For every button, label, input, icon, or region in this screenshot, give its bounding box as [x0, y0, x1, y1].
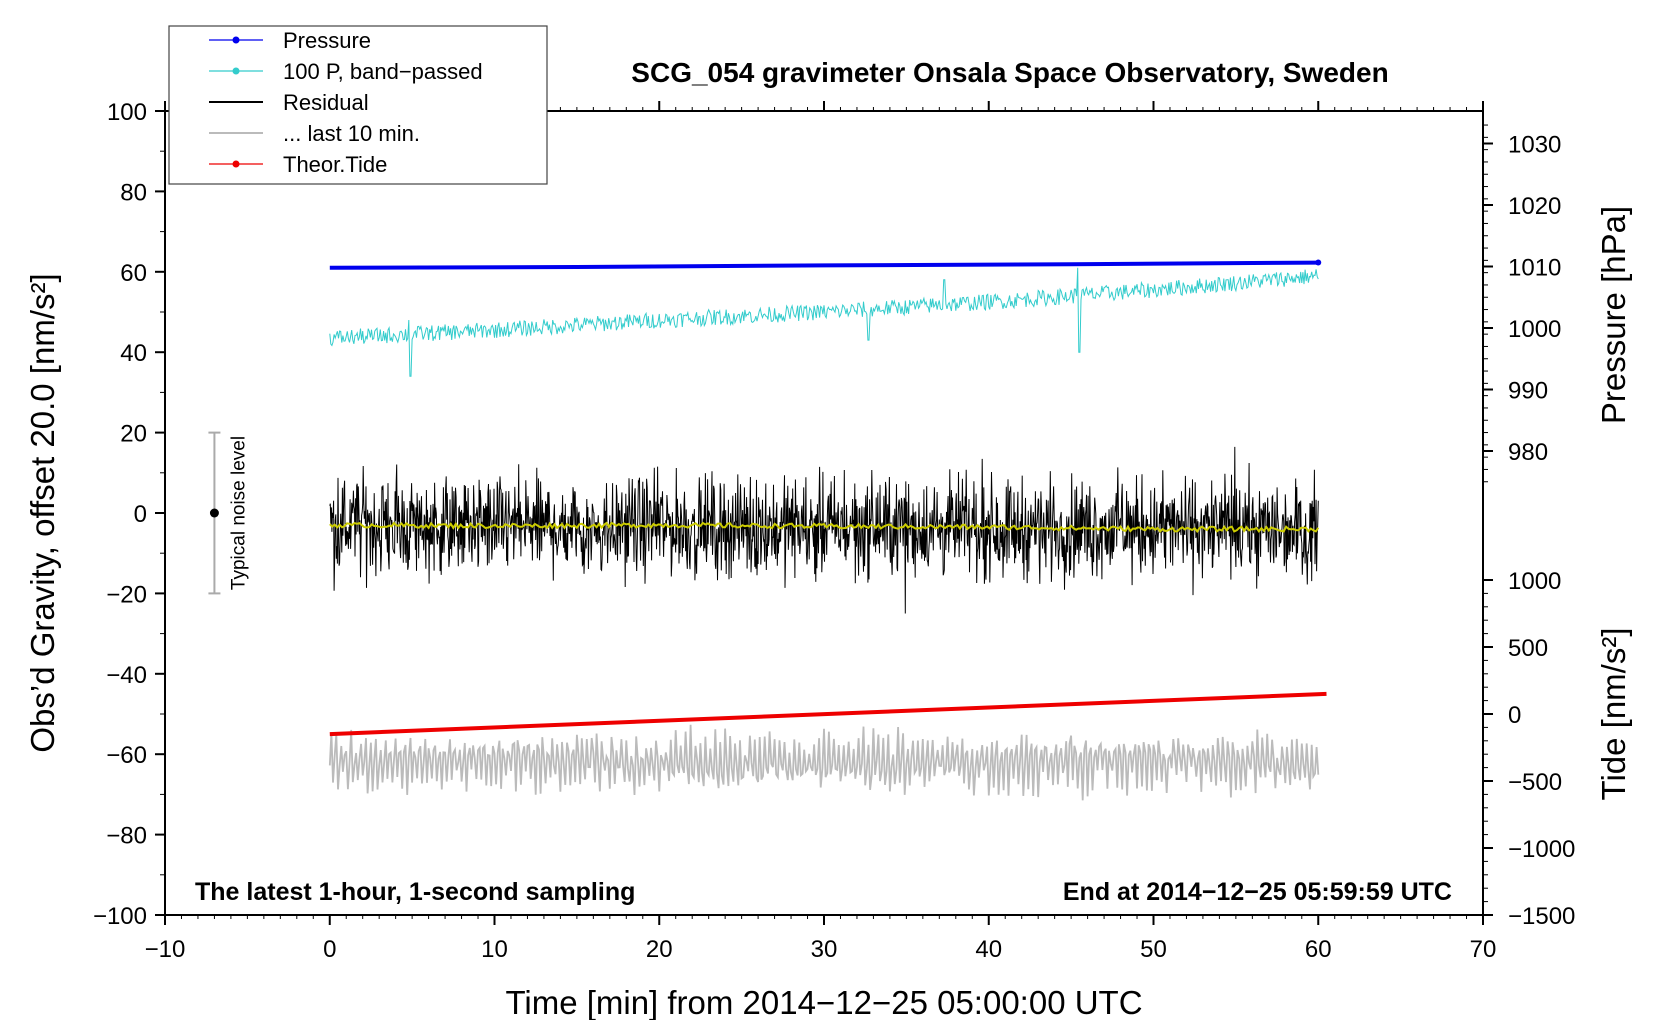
y-tick-label: −20	[106, 581, 147, 608]
subtitle-left: The latest 1-hour, 1-second sampling	[195, 878, 635, 906]
series-residual-smoothed	[329, 521, 1320, 534]
y-axis-title: Obs’d Gravity, offset 20.0 [nm/s²]	[24, 273, 61, 752]
legend-label: Pressure	[283, 28, 371, 53]
noise-bar: Typical noise level	[208, 431, 249, 595]
noise-bar-label: Typical noise level	[228, 436, 249, 590]
y-tick-label: 20	[120, 421, 147, 448]
pressure-tick-label: 980	[1508, 439, 1548, 466]
y-axis-pressure: 980 990 1000 1010 1020 1030	[1483, 124, 1561, 483]
y-tick-label: −40	[106, 662, 147, 689]
legend: Pressure 100 P, band−passed Residual ... la…	[168, 25, 548, 185]
y-tick-label: 60	[120, 260, 147, 287]
y-tick-label: 40	[120, 340, 147, 367]
x-tick-label: −10	[145, 936, 186, 963]
legend-marker	[232, 36, 240, 44]
pressure-tick-label: 1010	[1508, 255, 1561, 282]
y-axis-gravity: −100 −80 −60 −40 −20 0 20 40 60 80 100	[93, 99, 165, 930]
legend-label: Theor.Tide	[283, 152, 387, 177]
tide-tick-label: 500	[1508, 635, 1548, 662]
x-tick-label: 50	[1140, 936, 1167, 963]
series-band-passed	[329, 267, 1319, 377]
series-pressure	[329, 260, 1319, 270]
x-tick-label: 40	[975, 936, 1002, 963]
legend-box	[168, 25, 548, 185]
tide-tick-label: −1000	[1508, 836, 1575, 863]
legend-label: ... last 10 min.	[283, 121, 420, 146]
x-tick-label: 30	[811, 936, 838, 963]
x-tick-label: 70	[1470, 936, 1497, 963]
series-last-10-min	[328, 724, 1320, 801]
tide-tick-label: −500	[1508, 769, 1562, 796]
series-layer	[328, 259, 1327, 801]
y-axis-tide: −1500 −1000 −500 0 500 1000	[1483, 568, 1575, 930]
x-axis-title: Time [min] from 2014−12−25 05:00:00 UTC	[505, 984, 1142, 1020]
noise-bar-dot	[209, 508, 219, 518]
chart-title: SCG_054 gravimeter Onsala Space Observat…	[631, 57, 1388, 88]
tide-tick-label: 1000	[1508, 568, 1561, 595]
pressure-tick-label: 1020	[1508, 193, 1561, 220]
pressure-tick-label: 1000	[1508, 316, 1561, 343]
tide-tick-label: −1500	[1508, 903, 1575, 930]
x-tick-label: 60	[1305, 936, 1332, 963]
legend-marker	[232, 67, 240, 75]
pressure-tick-label: 1030	[1508, 132, 1561, 159]
tide-tick-label: 0	[1508, 702, 1521, 729]
y-tick-label: −80	[106, 823, 147, 850]
pressure-end-marker	[1315, 259, 1322, 266]
pressure-tick-label: 990	[1508, 378, 1548, 405]
legend-label: 100 P, band−passed	[283, 59, 483, 84]
tide-axis-title: Tide [nm/s²]	[1595, 628, 1632, 801]
y-tick-label: −60	[106, 742, 147, 769]
x-tick-label: 0	[323, 936, 336, 963]
y-tick-label: −100	[93, 903, 147, 930]
x-tick-label: 20	[646, 936, 673, 963]
x-axis: −10 0 10 20 30 40 50 60 70	[145, 101, 1497, 963]
y-tick-label: 80	[120, 179, 147, 206]
y-tick-label: 100	[107, 99, 147, 126]
y-tick-label: 0	[134, 501, 147, 528]
legend-label: Residual	[283, 90, 369, 115]
pressure-axis-title: Pressure [hPa]	[1595, 206, 1632, 424]
legend-marker	[232, 160, 240, 168]
series-residual	[329, 446, 1319, 614]
subtitle-right: End at 2014−12−25 05:59:59 UTC	[1063, 878, 1452, 906]
x-tick-label: 10	[481, 936, 508, 963]
series-theor-tide	[329, 691, 1327, 737]
